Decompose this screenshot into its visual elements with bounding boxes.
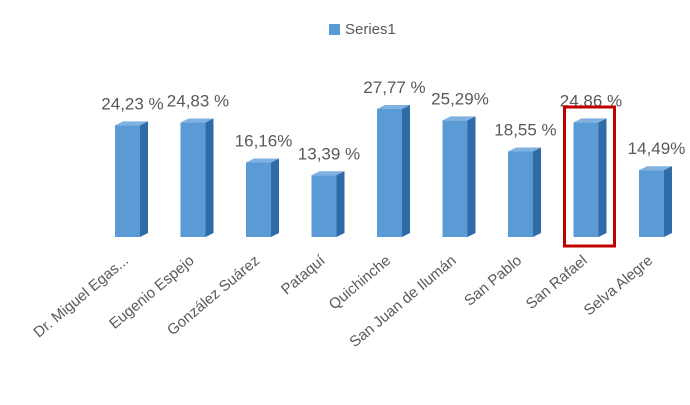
category-label: Pataquí bbox=[278, 252, 329, 299]
category-label: San Rafael bbox=[523, 252, 591, 313]
bar-top bbox=[246, 158, 279, 163]
legend-swatch bbox=[329, 24, 340, 35]
bar-side bbox=[205, 118, 214, 237]
bar-front bbox=[311, 175, 337, 237]
data-label: 24,23 % bbox=[101, 94, 163, 113]
bar-side bbox=[664, 166, 672, 237]
bar-top bbox=[442, 116, 476, 121]
legend-label: Series1 bbox=[345, 21, 396, 38]
bar bbox=[246, 158, 279, 237]
bar bbox=[311, 171, 345, 237]
bar-side bbox=[402, 105, 410, 237]
data-label: 13,39 % bbox=[298, 144, 360, 163]
bar-top bbox=[573, 118, 607, 123]
bar bbox=[639, 166, 672, 237]
highlight-box bbox=[563, 105, 616, 248]
data-label: 18,55 % bbox=[494, 120, 556, 139]
bar-front bbox=[442, 120, 468, 237]
bar-side bbox=[336, 171, 345, 237]
bar-front bbox=[639, 170, 664, 237]
bar-top bbox=[180, 118, 214, 123]
bar-top bbox=[639, 166, 672, 171]
category-label: San Pablo bbox=[461, 252, 525, 310]
bar-front bbox=[180, 122, 206, 237]
category-label: Selva Alegre bbox=[581, 252, 656, 319]
bar bbox=[180, 118, 214, 237]
bar-side bbox=[140, 121, 148, 237]
data-label: 24,83 % bbox=[167, 92, 229, 111]
bar-top bbox=[311, 171, 345, 176]
legend: Series1 bbox=[329, 21, 396, 38]
data-label: 14,49% bbox=[628, 139, 686, 158]
bar-side bbox=[533, 147, 541, 237]
bar-top bbox=[115, 121, 148, 126]
bar bbox=[115, 121, 148, 237]
bar-front bbox=[573, 122, 599, 237]
category-labels: Dr. Miguel Egas...Eugenio EspejoGonzález… bbox=[30, 252, 656, 351]
bar bbox=[377, 105, 410, 237]
data-label: 27,77 % bbox=[363, 78, 425, 97]
bar-front bbox=[115, 125, 140, 237]
bar-side bbox=[271, 158, 279, 237]
bar bbox=[573, 118, 607, 237]
bar-side bbox=[598, 118, 607, 237]
bar bbox=[508, 147, 541, 237]
category-label: Quichinche bbox=[326, 252, 394, 313]
bar bbox=[442, 116, 476, 237]
data-labels: 24,23 % 24,83 % 16,16% 13,39 % 27,77 % 25,29%… bbox=[101, 78, 685, 163]
category-label: San Juan de Ilumán bbox=[346, 252, 459, 351]
bar-top bbox=[508, 147, 541, 152]
data-label: 25,29% bbox=[431, 89, 489, 108]
bars bbox=[115, 105, 672, 237]
bar-side bbox=[467, 116, 476, 237]
bar-front bbox=[377, 109, 402, 237]
bar-top bbox=[377, 105, 410, 109]
data-label: 16,16% bbox=[235, 132, 293, 151]
bar-front bbox=[246, 162, 271, 237]
bar-front bbox=[508, 151, 533, 237]
